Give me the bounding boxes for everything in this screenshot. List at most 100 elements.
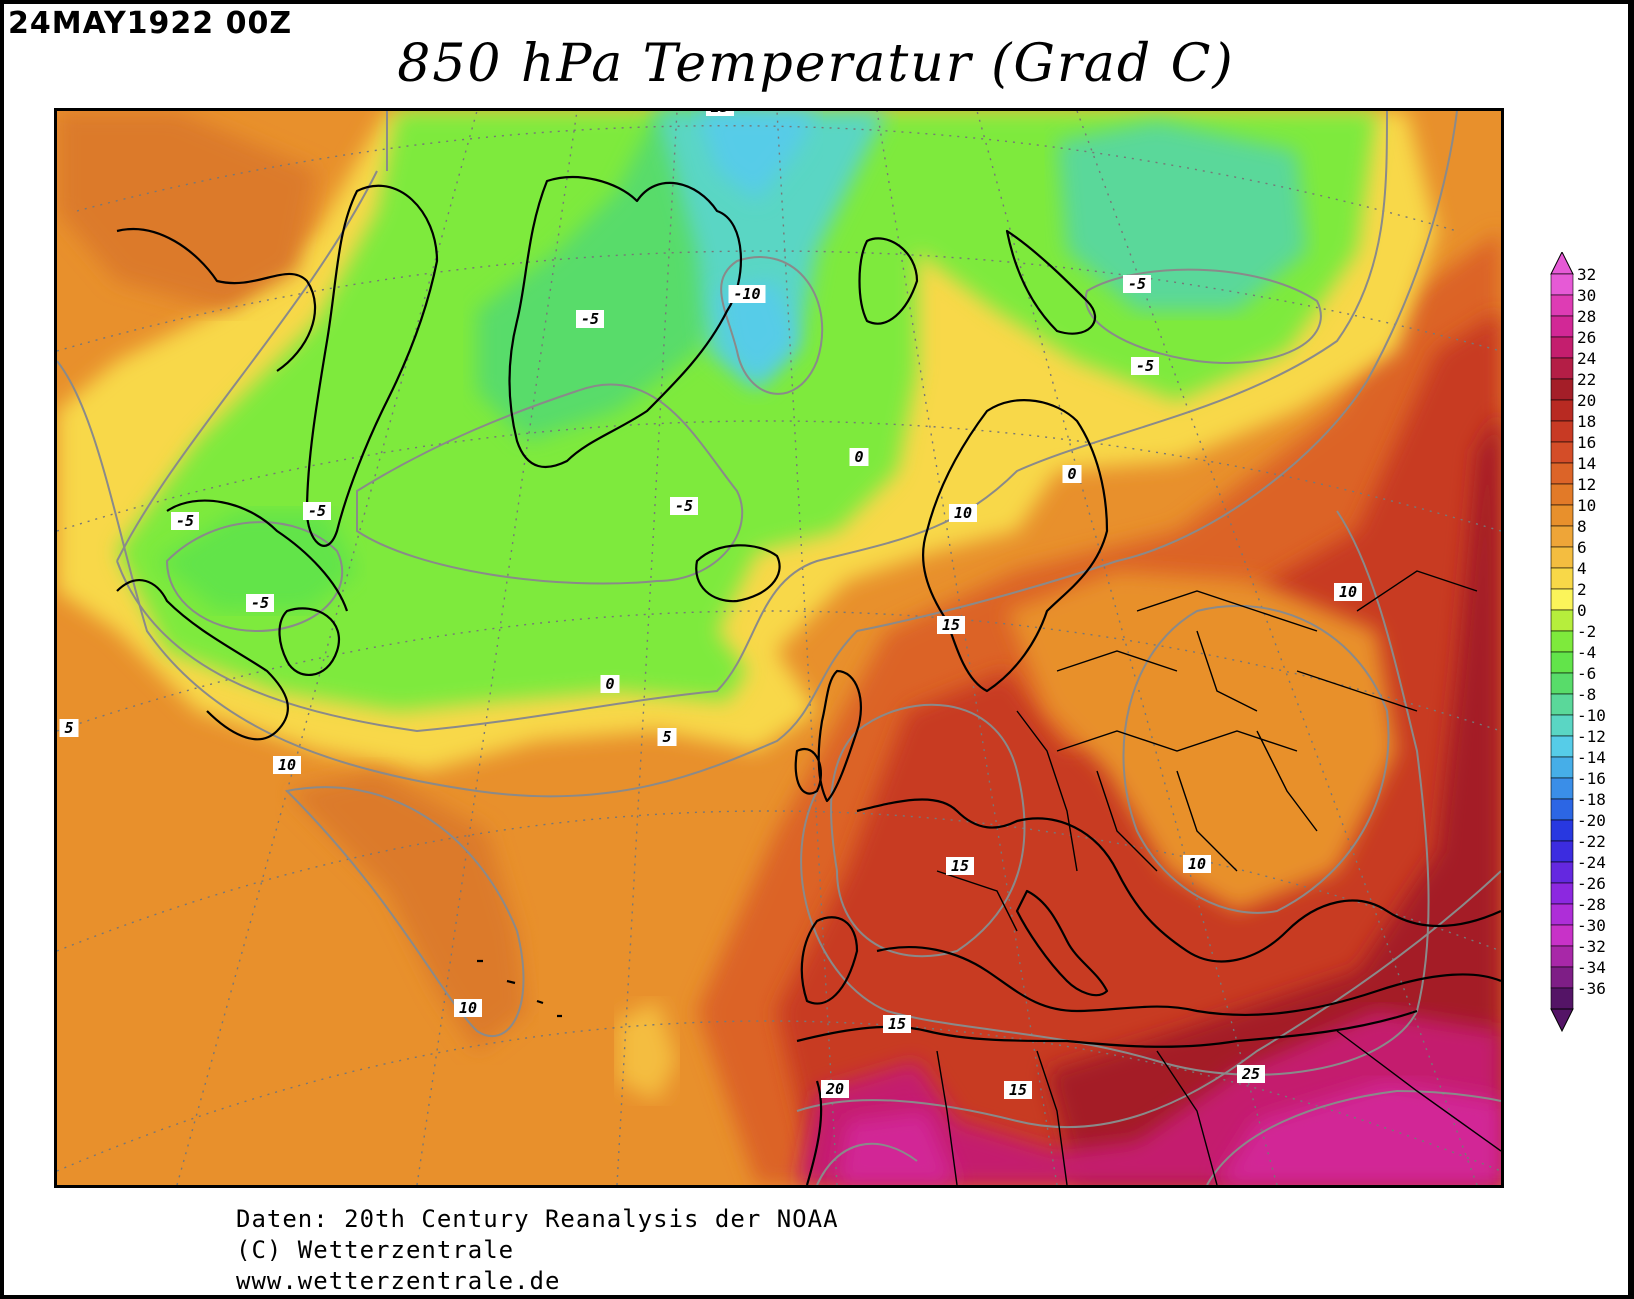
legend-swatch <box>1550 693 1574 716</box>
newfoundland-coast <box>278 607 340 676</box>
map-panel: -10 -5 -5 -5 -5 -5 -5 -5 0 0 0 5 5 10 10 10 10 10 15 15 15 15… <box>54 108 1504 1188</box>
legend-swatch <box>1550 525 1574 548</box>
isotherm-25 <box>816 1089 1501 1185</box>
contour-label-text: 10 <box>954 504 972 522</box>
contour-label: 10 <box>949 504 977 522</box>
legend-swatch <box>1550 546 1574 569</box>
contour-label: -5 <box>1123 275 1151 293</box>
legend-label: -30 <box>1577 916 1606 935</box>
legend-swatch <box>1550 777 1574 800</box>
legend-label: 22 <box>1577 370 1596 389</box>
legend-arrow-bottom <box>1550 1008 1574 1033</box>
legend-swatch <box>1550 273 1574 296</box>
contour-label-text: 10 <box>459 999 477 1017</box>
cold-region-labrador <box>157 511 357 611</box>
contour-label-text: -5 <box>581 310 599 328</box>
legend-label: -6 <box>1577 664 1596 683</box>
legend-label: 30 <box>1577 286 1596 305</box>
contour-label-text: 25 <box>1241 1065 1260 1083</box>
legend-swatch <box>1550 651 1574 674</box>
canada-coast <box>116 228 349 741</box>
legend-label: -22 <box>1577 832 1606 851</box>
azores-islands <box>477 959 562 1018</box>
azores-yellow-patch <box>617 1001 677 1101</box>
legend-swatch <box>1550 588 1574 611</box>
contour-label-text: 15 <box>942 616 960 634</box>
isotherm-minus-10 <box>720 256 824 395</box>
isotherm-5 <box>57 111 1458 798</box>
contour-label: 20 <box>821 1080 849 1098</box>
legend-label: 4 <box>1577 559 1587 578</box>
contour-label: 15 <box>937 616 965 634</box>
contour-label: 0 <box>600 675 620 693</box>
legend-label: -34 <box>1577 958 1606 977</box>
legend-label: 26 <box>1577 328 1596 347</box>
contour-label-text: 15 <box>951 857 969 875</box>
contour-label-text: 0 <box>605 675 614 693</box>
temperature-map: -10 -5 -5 -5 -5 -5 -5 -5 0 0 0 5 5 10 10 10 10 10 15 15 15 15… <box>57 111 1501 1185</box>
legend-label: 14 <box>1577 454 1596 473</box>
legend-swatch <box>1550 798 1574 821</box>
contour-label: 0 <box>849 448 869 466</box>
legend-label: 0 <box>1577 601 1587 620</box>
contour-label: -5 <box>576 310 604 328</box>
legend-swatch <box>1550 924 1574 947</box>
legend-label: -14 <box>1577 748 1606 767</box>
legend-swatch <box>1550 357 1574 380</box>
graticule <box>57 111 1501 1185</box>
legend-swatch <box>1550 378 1574 401</box>
color-scale-legend: 32302826242220181614121086420-2-4-6-8-10… <box>1550 252 1606 1033</box>
legend-swatch <box>1550 504 1574 527</box>
contour-label: 10 <box>273 756 301 774</box>
contour-label: -5 <box>1131 357 1159 375</box>
legend-swatch <box>1550 336 1574 359</box>
legend-swatch <box>1550 987 1574 1010</box>
contour-label-text: -10 <box>733 285 760 303</box>
contour-label: 5 <box>59 719 79 737</box>
contour-label-text: 0 <box>854 448 863 466</box>
cold-region-barents <box>1057 121 1307 311</box>
credits: Daten: 20th Century Reanalysis der NOAA … <box>236 1204 839 1297</box>
isotherm-10-west <box>284 786 525 1038</box>
temperature-field <box>57 111 1501 1185</box>
legend-label: 16 <box>1577 433 1596 452</box>
isotherm-20 <box>796 870 1501 1129</box>
legend-label: -20 <box>1577 811 1606 830</box>
legend-label: -12 <box>1577 727 1606 746</box>
legend-label: 24 <box>1577 349 1596 368</box>
contour-label-text: 15 <box>888 1015 906 1033</box>
credits-url[interactable]: www.wetterzentrale.de <box>236 1267 561 1295</box>
legend-swatch <box>1550 882 1574 905</box>
legend-swatch <box>1550 420 1574 443</box>
contour-label-text: -5 <box>1128 275 1146 293</box>
contour-label-text: 10 <box>278 756 296 774</box>
isotherm-15-east <box>800 510 1430 1076</box>
contour-labels: -10 -5 -5 -5 -5 -5 -5 -5 0 0 0 5 5 10 10 10 10 10 15 15 15 15… <box>59 111 1362 1099</box>
isotherm-10-east <box>1122 604 1390 914</box>
legend-swatch <box>1550 462 1574 485</box>
contour-label: -5 <box>246 594 274 612</box>
legend-swatch <box>1550 399 1574 422</box>
contour-label: 10 <box>1334 583 1362 601</box>
credits-copyright: (C) Wetterzentrale <box>236 1236 515 1264</box>
isotherm-minus-5-b <box>165 521 344 633</box>
contour-label-text: -5 <box>1136 357 1154 375</box>
isotherm-minus-5-c <box>1084 268 1322 364</box>
legend-swatch <box>1550 483 1574 506</box>
contour-label: 15 <box>883 1015 911 1033</box>
legend-swatch <box>1550 903 1574 926</box>
novaya-zemlya-coast <box>1005 229 1097 335</box>
contour-label: 15 <box>1004 1081 1032 1099</box>
contour-label: 25 <box>1237 1065 1265 1083</box>
country-borders <box>936 570 1501 1185</box>
contour-label-text: -5 <box>675 497 693 515</box>
legend-swatch <box>1550 945 1574 968</box>
cool-region-green <box>117 111 1377 711</box>
scandinavia-coast <box>922 399 1109 693</box>
legend-swatch <box>1550 861 1574 884</box>
legend-label: -18 <box>1577 790 1606 809</box>
italy-coast <box>1015 889 1109 997</box>
contour-label-text: -5 <box>176 512 194 530</box>
legend-label: 8 <box>1577 517 1587 536</box>
isotherm-0 <box>116 111 1388 733</box>
